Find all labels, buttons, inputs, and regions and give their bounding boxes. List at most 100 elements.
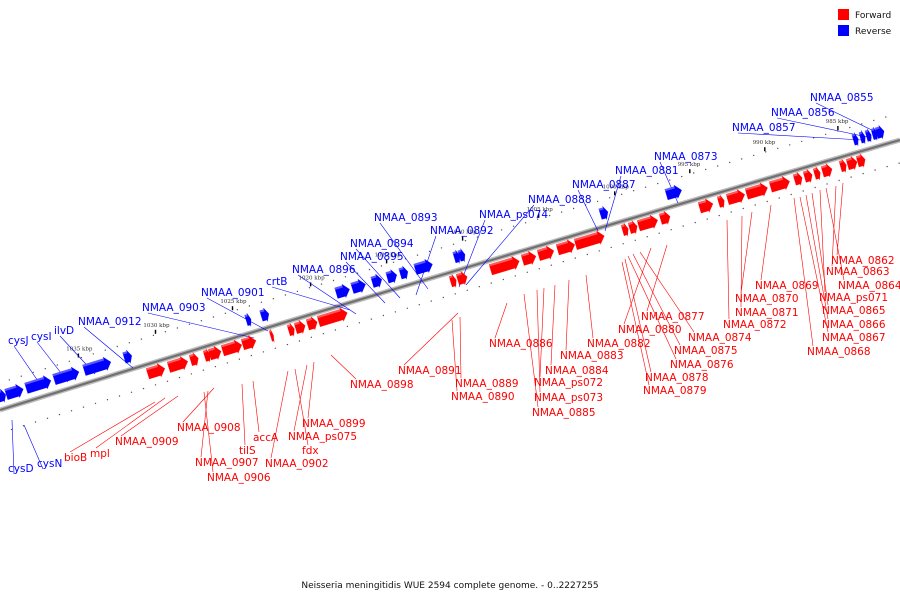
reverse-gene-arrow[interactable]	[398, 265, 409, 280]
gene-label[interactable]: NMAA_0856	[771, 107, 835, 119]
gene-label[interactable]: accA	[253, 432, 279, 444]
forward-gene-arrow[interactable]	[536, 245, 555, 261]
forward-gene-arrow[interactable]	[820, 162, 833, 178]
gene-label[interactable]: cysI	[31, 331, 52, 343]
reverse-gene-arrow[interactable]	[385, 268, 398, 284]
gene-label[interactable]: NMAA_0907	[195, 457, 259, 469]
gene-label[interactable]: NMAA_0891	[398, 365, 462, 377]
forward-gene-arrow[interactable]	[768, 175, 790, 193]
reverse-gene-arrow[interactable]	[664, 184, 682, 201]
reverse-gene-arrow[interactable]	[244, 312, 252, 327]
gene-label[interactable]: NMAA_0865	[822, 305, 886, 317]
forward-gene-arrow[interactable]	[240, 335, 257, 351]
gene-label[interactable]: NMAA_0912	[78, 316, 142, 328]
gene-label[interactable]: NMAA_0888	[528, 194, 592, 206]
gene-label[interactable]: NMAA_0877	[641, 311, 705, 323]
forward-gene-arrow[interactable]	[855, 153, 866, 168]
gene-label[interactable]: NMAA_0885	[532, 407, 596, 419]
gene-label[interactable]: fdx	[302, 445, 319, 457]
gene-label[interactable]: NMAA_0882	[587, 338, 651, 350]
reverse-gene-arrow[interactable]	[413, 258, 433, 275]
forward-gene-arrow[interactable]	[316, 307, 348, 328]
forward-gene-arrow[interactable]	[620, 222, 629, 237]
gene-label[interactable]: NMAA_ps071	[819, 292, 888, 304]
forward-gene-arrow[interactable]	[220, 339, 243, 357]
reverse-gene-arrow[interactable]	[4, 383, 24, 400]
gene-label[interactable]: NMAA_0876	[670, 359, 734, 371]
forward-gene-arrow[interactable]	[488, 255, 520, 276]
gene-label[interactable]: NMAA_0887	[572, 179, 636, 191]
gene-label[interactable]: NMAA_0886	[489, 338, 553, 350]
gene-label[interactable]: NMAA_0874	[688, 332, 752, 344]
gene-label[interactable]: NMAA_0864	[838, 280, 900, 292]
forward-gene-arrow[interactable]	[286, 322, 295, 337]
reverse-gene-arrow[interactable]	[52, 366, 80, 386]
gene-label[interactable]: NMAA_0901	[201, 287, 265, 299]
reverse-gene-arrow[interactable]	[334, 283, 350, 299]
reverse-gene-arrow[interactable]	[870, 126, 878, 141]
gene-label[interactable]: NMAA_0903	[142, 302, 206, 314]
gene-label[interactable]: NMAA_0857	[732, 122, 796, 134]
gene-label[interactable]: NMAA_0863	[826, 266, 890, 278]
gene-label[interactable]: NMAA_0862	[831, 255, 895, 267]
forward-gene-arrow[interactable]	[725, 189, 746, 206]
gene-label[interactable]: NMAA_ps074	[479, 209, 548, 221]
gene-label[interactable]: NMAA_ps072	[534, 377, 603, 389]
gene-label[interactable]: NMAA_0870	[735, 293, 799, 305]
gene-label[interactable]: NMAA_0866	[822, 319, 886, 331]
reverse-gene-arrow[interactable]	[122, 349, 133, 364]
forward-gene-arrow[interactable]	[792, 171, 803, 186]
gene-label[interactable]: NMAA_0896	[292, 264, 356, 276]
forward-gene-arrow[interactable]	[293, 319, 306, 335]
legend-forward[interactable]: Forward	[838, 9, 891, 21]
gene-label[interactable]: NMAA_0881	[615, 165, 679, 177]
gene-label[interactable]: NMAA_0890	[451, 391, 515, 403]
forward-gene-arrow[interactable]	[448, 273, 457, 288]
legend-reverse[interactable]: Reverse	[838, 25, 892, 37]
gene-label[interactable]: NMAA_0868	[807, 346, 871, 358]
reverse-gene-arrow[interactable]	[457, 248, 466, 262]
gene-label[interactable]: NMAA_0895	[340, 251, 404, 263]
forward-gene-arrow[interactable]	[166, 356, 189, 373]
forward-gene-arrow[interactable]	[188, 352, 199, 367]
gene-label[interactable]: cysD	[8, 463, 34, 475]
reverse-gene-arrow[interactable]	[851, 132, 859, 146]
forward-gene-arrow[interactable]	[697, 198, 714, 214]
forward-gene-arrow[interactable]	[305, 315, 318, 331]
forward-gene-arrow[interactable]	[202, 348, 211, 363]
gene-label[interactable]: NMAA_0908	[177, 422, 241, 434]
gene-label[interactable]: mpl	[90, 448, 110, 460]
gene-label[interactable]: NMAA_0878	[645, 372, 709, 384]
reverse-gene-arrow[interactable]	[598, 206, 609, 220]
reverse-gene-arrow[interactable]	[370, 273, 383, 289]
forward-gene-arrow[interactable]	[207, 345, 222, 361]
gene-label[interactable]: ilvD	[54, 325, 74, 337]
gene-label[interactable]: cysJ	[8, 335, 29, 347]
forward-gene-arrow[interactable]	[802, 168, 813, 183]
forward-gene-arrow[interactable]	[838, 158, 847, 173]
forward-gene-arrow[interactable]	[627, 220, 638, 234]
gene-label[interactable]: NMAA_0875	[674, 345, 738, 357]
forward-gene-arrow[interactable]	[268, 328, 275, 343]
forward-gene-arrow[interactable]	[716, 194, 725, 209]
gene-label[interactable]: NMAA_0879	[643, 385, 707, 397]
forward-gene-arrow[interactable]	[658, 210, 671, 226]
gene-label[interactable]: NMAA_0871	[735, 307, 799, 319]
reverse-gene-arrow[interactable]	[452, 249, 461, 264]
reverse-gene-arrow[interactable]	[24, 375, 52, 394]
reverse-gene-arrow[interactable]	[0, 388, 7, 403]
gene-label[interactable]: NMAA_0902	[265, 458, 329, 470]
reverse-gene-arrow[interactable]	[350, 278, 366, 294]
gene-label[interactable]: tilS	[239, 445, 256, 457]
forward-gene-arrow[interactable]	[455, 270, 468, 286]
forward-gene-arrow[interactable]	[145, 363, 166, 380]
reverse-gene-arrow[interactable]	[874, 125, 885, 140]
gene-label[interactable]: NMAA_ps073	[534, 392, 603, 404]
gene-label[interactable]: NMAA_0872	[723, 319, 787, 331]
forward-gene-arrow[interactable]	[555, 239, 576, 256]
gene-label[interactable]: NMAA_0899	[302, 418, 366, 430]
forward-gene-arrow[interactable]	[845, 155, 858, 171]
reverse-gene-arrow[interactable]	[858, 130, 866, 144]
gene-label[interactable]: NMAA_0883	[560, 350, 624, 362]
forward-gene-arrow[interactable]	[636, 214, 658, 232]
